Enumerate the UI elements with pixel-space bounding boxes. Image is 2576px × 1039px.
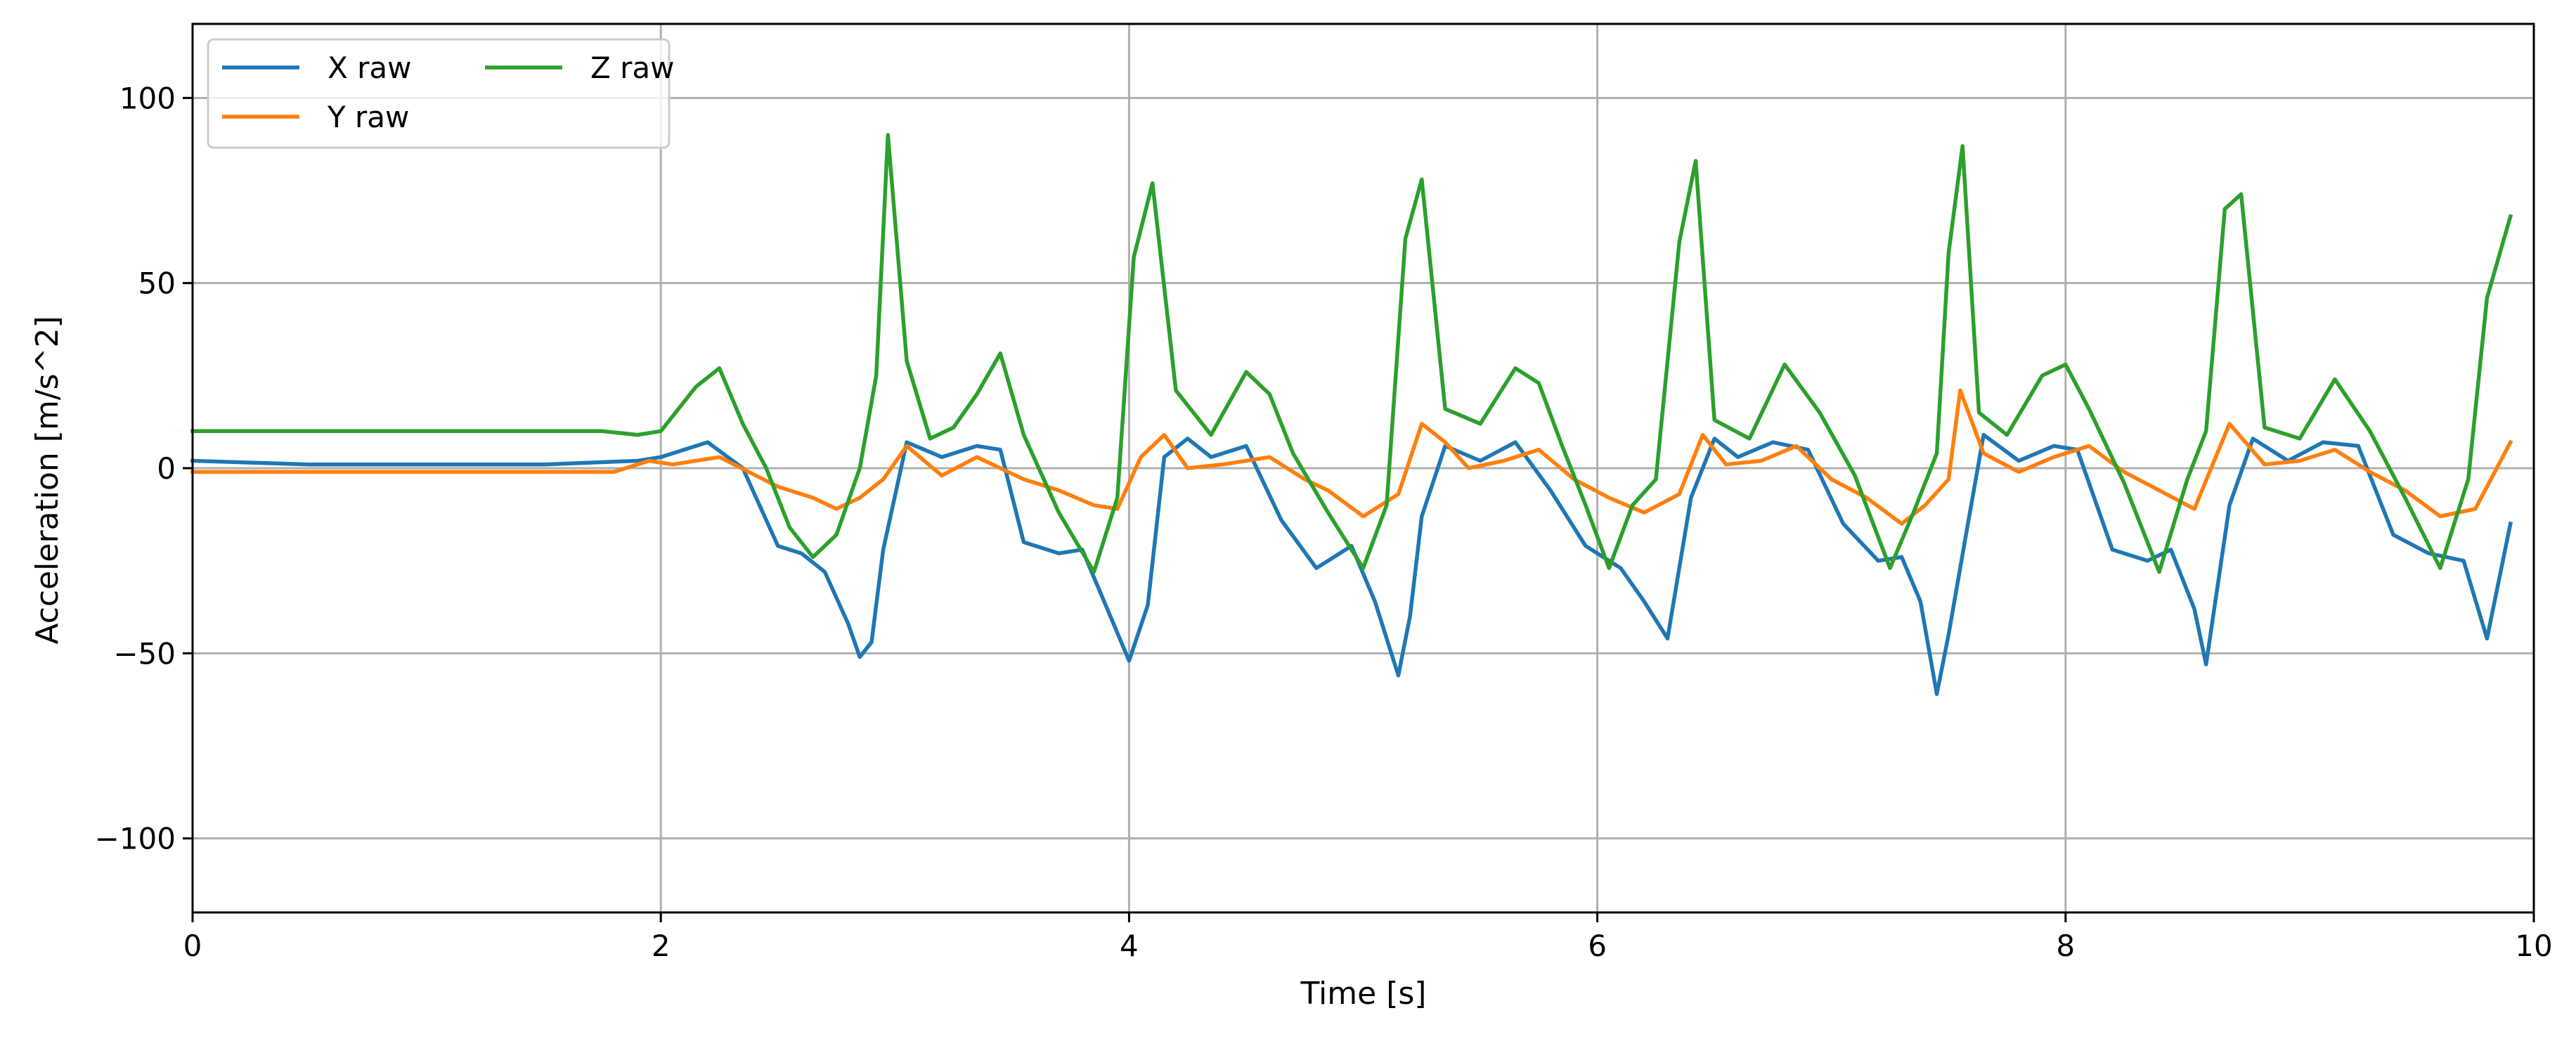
series-line-z-raw <box>190 133 2513 574</box>
series-lines <box>190 133 2513 697</box>
legend-label-y-raw: Y raw <box>327 100 409 134</box>
x-tick-label: 2 <box>652 929 671 963</box>
y-tick-label: 50 <box>138 266 176 301</box>
x-tick-label: 4 <box>1120 929 1139 963</box>
y-axis-label: Acceleration [m/s^2] <box>30 316 65 644</box>
x-tick-label: 0 <box>183 929 202 963</box>
y-tick-label: −100 <box>95 822 176 856</box>
x-axis-label: Time [s] <box>1300 976 1427 1012</box>
legend-label-z-raw: Z raw <box>590 51 674 85</box>
x-tick-label: 6 <box>1588 929 1607 963</box>
y-tick-label: 100 <box>119 81 176 115</box>
y-tick-label: 0 <box>157 451 176 486</box>
legend: X raw Y raw Z raw <box>207 38 674 149</box>
y-tick-label: −50 <box>113 636 176 671</box>
x-tick-label: 10 <box>2515 929 2552 963</box>
legend-label-x-raw: X raw <box>328 51 411 85</box>
axes: 0 2 4 6 8 10 −100 −50 0 50 100 <box>95 22 2553 963</box>
x-tick-label: 8 <box>2056 929 2075 963</box>
